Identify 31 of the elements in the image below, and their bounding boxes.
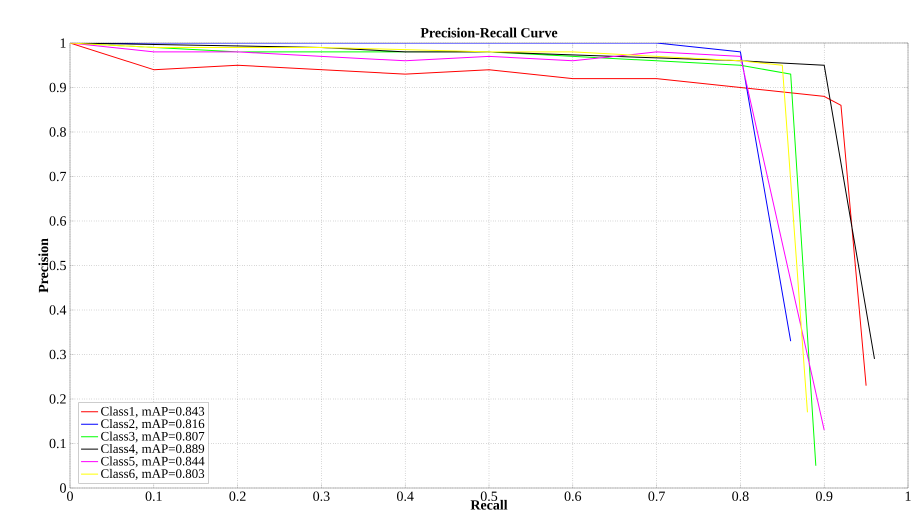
y-tick-label: 0.4: [50, 305, 66, 315]
y-tick-label: 0.5: [50, 260, 66, 270]
legend-label: Class5, mAP=0.844: [101, 456, 204, 468]
x-tick-label: 1: [906, 492, 911, 501]
x-tick-label: 0.9: [816, 492, 832, 501]
y-tick-label: 0.2: [50, 394, 66, 404]
x-tick-label: 0.2: [229, 492, 246, 501]
y-tick-label: 0.9: [50, 82, 66, 92]
y-tick-label: 0.1: [50, 438, 66, 448]
legend-label: Class2, mAP=0.816: [101, 418, 204, 430]
x-tick-label: 0.7: [648, 492, 665, 501]
y-axis-title: Precision: [38, 238, 48, 293]
y-tick-label: 0.7: [50, 172, 66, 182]
legend-label: Class4, mAP=0.889: [101, 444, 204, 455]
x-tick-label: 0.6: [564, 492, 582, 501]
x-axis-title: Recall: [470, 500, 508, 510]
y-tick-label: 0.3: [50, 350, 66, 360]
y-tick-label: 1: [60, 38, 66, 48]
x-tick-label: 0.4: [397, 492, 414, 501]
x-tick-label: 0: [67, 492, 73, 501]
x-tick-label: 0.1: [146, 492, 162, 501]
x-tick-label: 0.8: [732, 492, 749, 501]
legend-label: Class3, mAP=0.807: [101, 431, 204, 442]
legend-label: Class6, mAP=0.803: [101, 468, 204, 480]
y-tick-label: 0.8: [50, 127, 66, 137]
x-tick-label: 0.5: [480, 492, 498, 501]
legend-label: Class1, mAP=0.843: [101, 406, 204, 418]
y-tick-label: 0: [60, 483, 66, 493]
y-tick-label: 0.6: [50, 216, 66, 226]
chart-title: Precision-Recall Curve: [420, 28, 558, 38]
x-tick-label: 0.3: [313, 492, 330, 501]
